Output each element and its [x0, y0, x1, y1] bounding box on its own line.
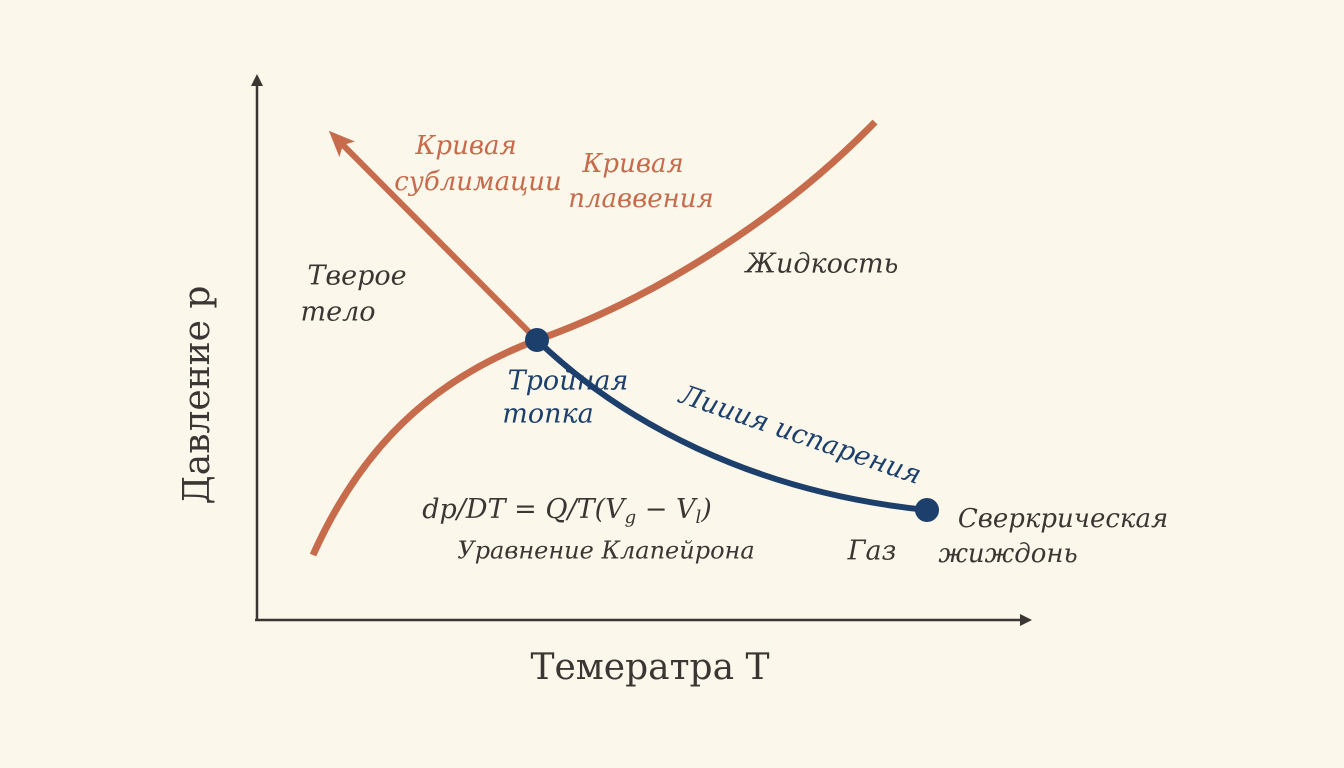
solid-label: Тверое: [307, 261, 406, 292]
sublimation-label: сублимации: [394, 167, 562, 197]
equation-part: ): [700, 494, 712, 525]
equation-sub: l: [695, 507, 701, 528]
triple-point-label: топка: [502, 399, 593, 430]
equation-sub: g: [625, 507, 637, 528]
critical-point: [915, 498, 939, 522]
melting-label: Кривая: [581, 149, 683, 179]
triple-point-label: Тройная: [508, 366, 629, 397]
y-axis-label: Давление p: [177, 286, 218, 505]
x-axis-label: Темератра T: [530, 647, 769, 688]
triple-point: [525, 328, 549, 352]
gas-label: Газ: [847, 536, 897, 567]
melting-label: плаввения: [568, 184, 714, 214]
critical-point-label: жиждонь: [938, 539, 1077, 569]
equation-part: dp/DT = Q/T(V: [422, 494, 627, 525]
equation-caption: Уравнение Клапейрона: [457, 537, 754, 565]
equation: dp/DT = Q/T(Vg − Vl): [422, 494, 712, 529]
critical-point-label: Сверкрическая: [958, 504, 1168, 534]
vaporization-curve: [534, 337, 928, 513]
liquid-label: Жидкость: [744, 249, 899, 280]
equation-part: − V: [636, 494, 698, 525]
sublimation-label: Кривая: [414, 131, 516, 161]
sublimation-curve: [328, 130, 540, 343]
solid-label: тело: [300, 297, 375, 328]
